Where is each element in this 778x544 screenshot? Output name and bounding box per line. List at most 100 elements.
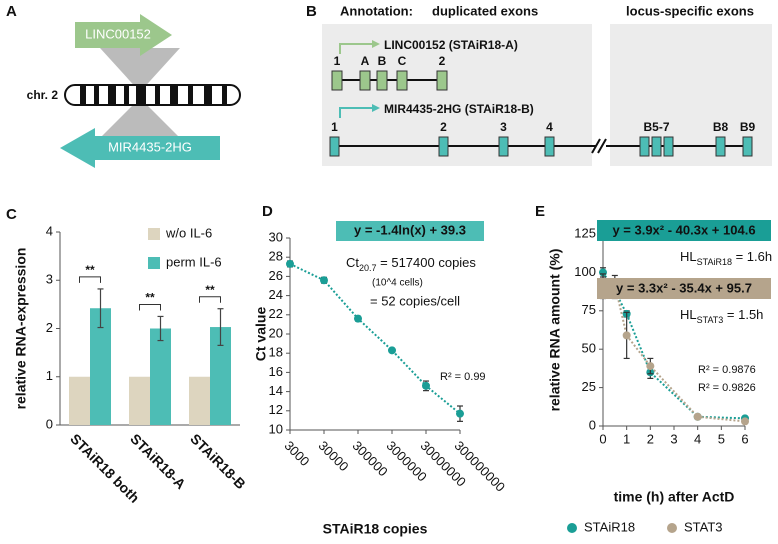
significance-bracket: [139, 303, 161, 311]
x-tick-label: 0: [599, 431, 606, 446]
point: [320, 276, 328, 285]
legend-label: w/o IL-6: [165, 225, 212, 240]
tss-arrow: [339, 43, 372, 54]
bar: [210, 327, 231, 425]
y-tick-label: 0: [589, 417, 596, 432]
x-tick-label: STAiR18-A: [127, 430, 189, 492]
half-life-rest: = 1.5h: [723, 307, 763, 322]
y-tick-label: 125: [574, 225, 596, 240]
header: Annotation:: [340, 3, 413, 18]
exon-label: A: [361, 54, 370, 68]
y-axis-title: Ct value: [253, 307, 269, 362]
y-tick-label: 30: [269, 229, 283, 244]
bar: [189, 376, 210, 425]
zoom-cone: [100, 98, 180, 138]
y-tick-label: 12: [269, 402, 283, 417]
exon: [436, 70, 448, 91]
zoom-cone: [100, 48, 180, 92]
equation-box: [336, 221, 484, 241]
y-tick-label: 10: [269, 421, 283, 436]
exon: [715, 136, 726, 157]
exon: [396, 70, 408, 91]
half-life-rest: = 1.6h: [732, 249, 772, 264]
exon: [438, 136, 449, 157]
exon: [331, 70, 343, 91]
exon-label: 3: [500, 120, 507, 134]
half-life-main: HL: [680, 249, 697, 264]
gene-arrow: [75, 14, 172, 56]
equation-box: [597, 278, 771, 299]
fit-equation: y = 3.3x² - 35.4x + 95.7: [616, 280, 752, 295]
header: duplicated exons: [432, 3, 538, 18]
half-life-sub: STAT3: [697, 315, 724, 325]
exon-label: B9: [740, 120, 756, 134]
y-axis-title: relative RNA-expression: [13, 248, 29, 410]
exon-label: B: [378, 54, 387, 68]
exon-label: 2: [439, 54, 446, 68]
exon: [651, 136, 662, 157]
tss-arrow: [372, 40, 380, 48]
y-tick-label: 22: [269, 306, 283, 321]
point: [286, 259, 294, 268]
panel-label: B: [306, 3, 317, 20]
transcript-label: LINC00152 (STAiR18-A): [384, 38, 518, 52]
exon-label: B8: [713, 120, 729, 134]
x-tick-label: 3: [670, 431, 677, 446]
exon: [498, 136, 509, 157]
r-squared: R² = 0.9826: [698, 382, 756, 394]
significance: **: [145, 291, 155, 305]
y-tick-label: 25: [582, 379, 596, 394]
y-tick-label: 100: [574, 264, 596, 279]
r-squared: R² = 0.99: [440, 371, 486, 383]
x-tick-label: 1: [623, 431, 630, 446]
y-axis-title: relative RNA amount (%): [547, 249, 563, 412]
y-tick-label: 16: [269, 364, 283, 379]
ct-label: Ct20.7 = 517400 copies: [346, 255, 476, 273]
y-tick-label: 26: [269, 268, 283, 283]
y-tick-label: 1: [46, 368, 53, 383]
half-life: HLSTAiR18 = 1.6h: [680, 249, 772, 267]
x-tick-label: 4: [694, 431, 701, 446]
point: [646, 362, 655, 371]
significance: **: [205, 283, 215, 297]
panel-label: A: [6, 3, 17, 20]
per-cell: = 52 copies/cell: [370, 293, 460, 308]
x-tick-label: 30000: [315, 438, 351, 474]
cells-note: (10^4 cells): [372, 278, 423, 289]
exon-label: 2: [440, 120, 447, 134]
significance-bracket: [199, 296, 221, 303]
y-tick-label: 2: [46, 320, 53, 335]
x-tick-label: 2: [647, 431, 654, 446]
exon-label: 1: [331, 120, 338, 134]
chromosome: [64, 84, 241, 106]
half-life-main: HL: [680, 307, 697, 322]
tss-arrow: [339, 107, 372, 118]
ct-label-sub: 20.7: [359, 263, 377, 273]
point: [456, 409, 464, 418]
exon-label: 1: [334, 54, 341, 68]
y-tick-label: 75: [582, 302, 596, 317]
y-tick-label: 50: [582, 341, 596, 356]
exon-label: 4: [546, 120, 553, 134]
panel-label: E: [535, 203, 545, 220]
panel-label: C: [6, 206, 17, 223]
exon: [742, 136, 753, 157]
r-squared: R² = 0.9876: [698, 364, 756, 376]
significance: **: [85, 263, 95, 277]
point: [354, 314, 362, 323]
legend-swatch: [148, 228, 160, 240]
header: locus-specific exons: [626, 3, 754, 18]
fit-equation: y = 3.9x² - 40.3x + 104.6: [612, 222, 755, 237]
bar: [150, 328, 171, 425]
half-life-sub: STAiR18: [697, 257, 732, 267]
legend-marker: [667, 523, 677, 533]
gene-label: MIR4435-2HG: [108, 139, 192, 154]
legend-label: STAT3: [684, 519, 723, 534]
trend-line: [602, 283, 746, 423]
exon: [359, 70, 371, 91]
gene-arrow: [60, 128, 220, 168]
x-axis-title: STAiR18 copies: [323, 521, 428, 537]
exon: [663, 136, 674, 157]
exon-label: C: [398, 54, 407, 68]
